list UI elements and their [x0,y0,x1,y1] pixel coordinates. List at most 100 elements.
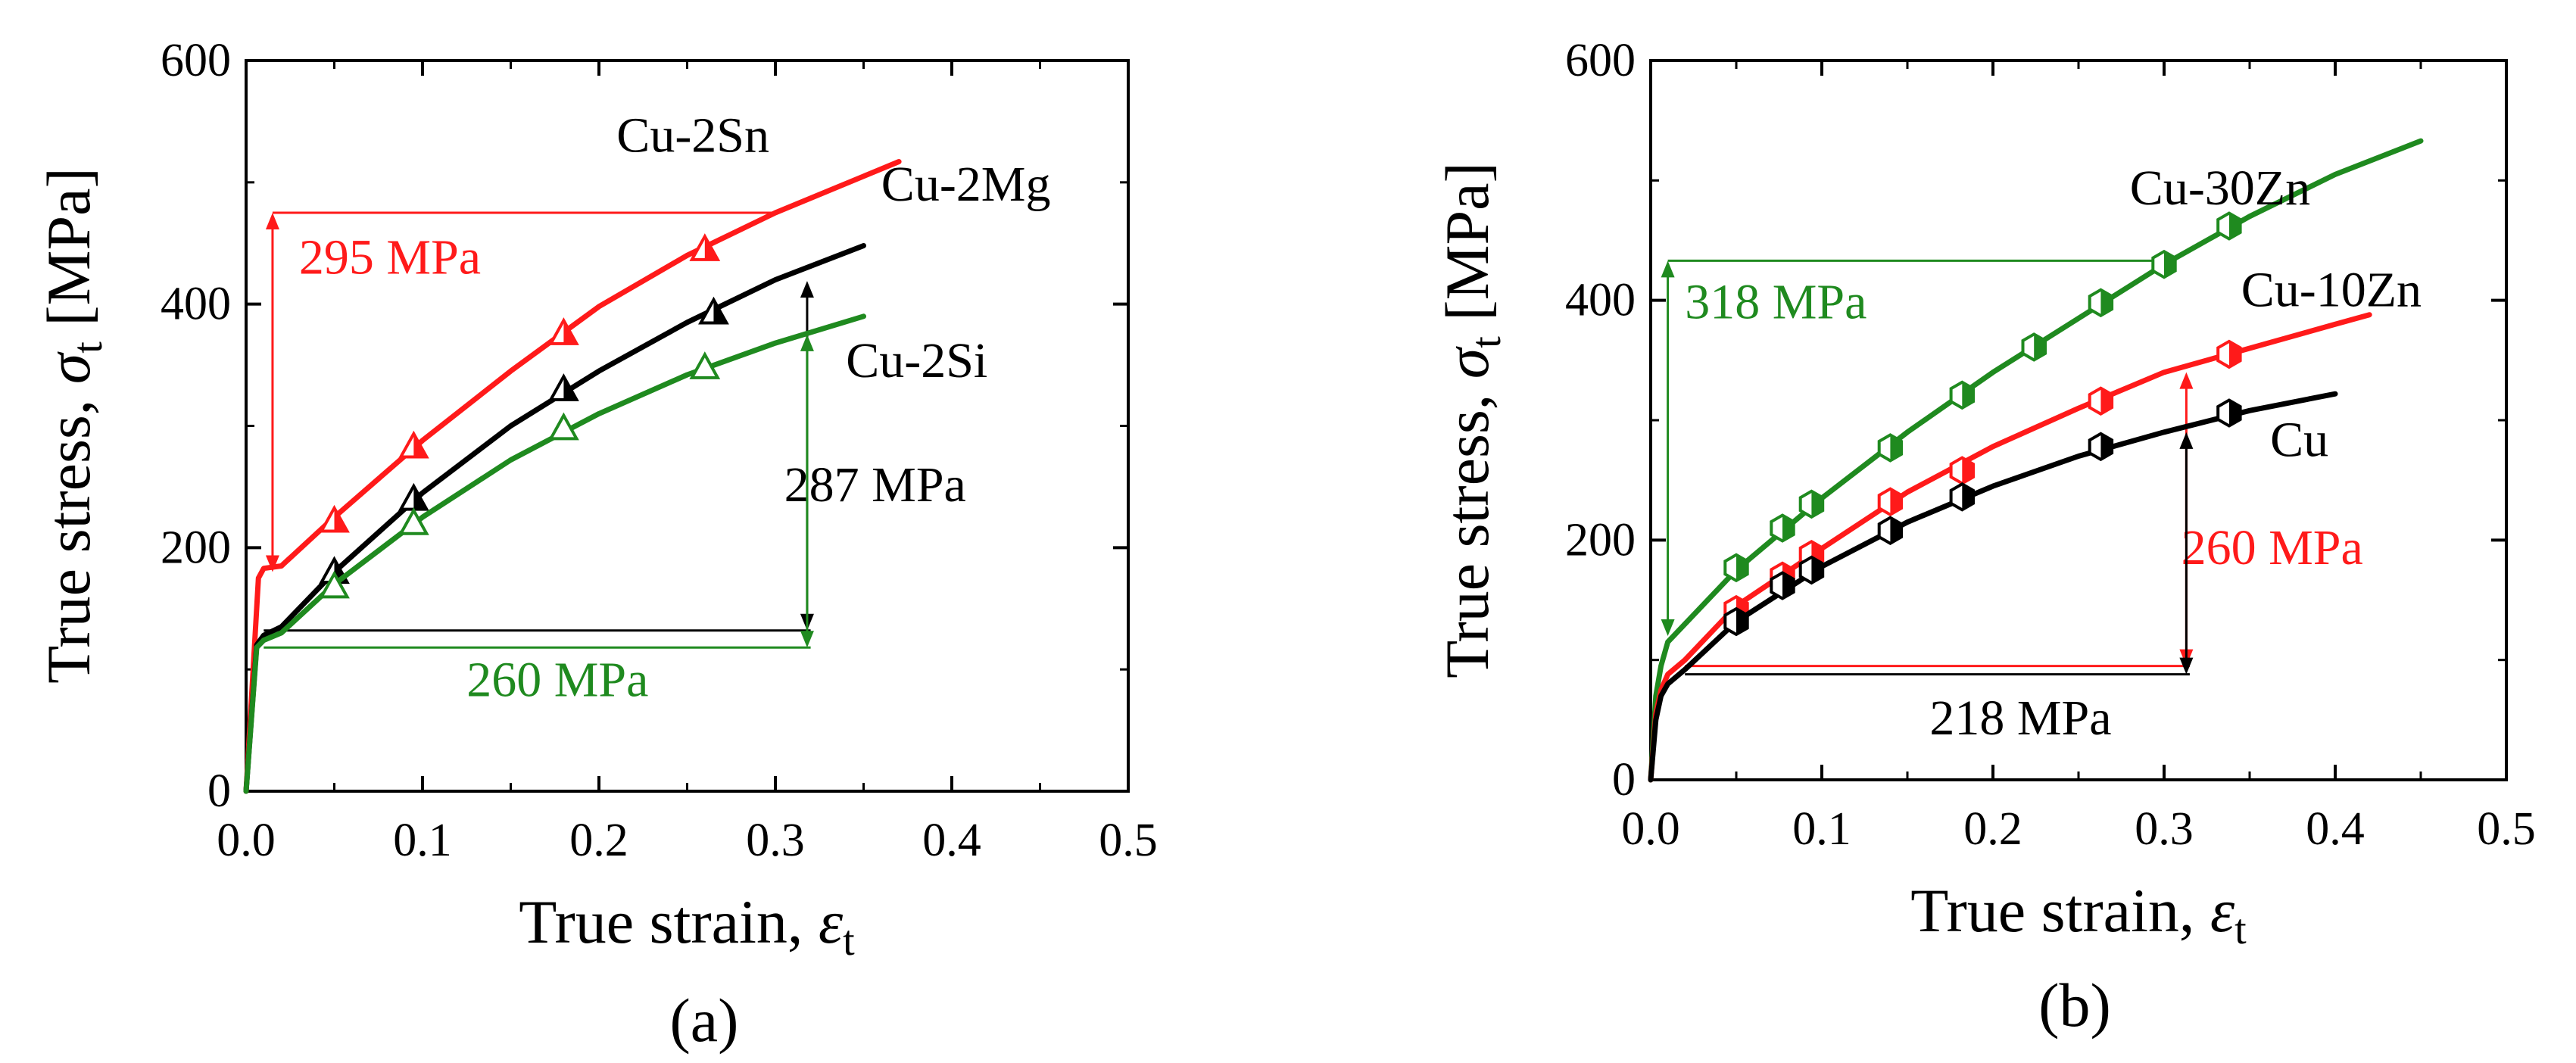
panel-a-ylabel: True stress, σt [MPa] [34,167,111,684]
panel-b-ytick-label: 600 [1565,35,1636,86]
panel-b-series-cu-marker-fill [1811,556,1823,583]
panel-a-series-cu-2si-line [243,313,866,794]
panel-a-series-cu-2sn-marker-fill [413,433,427,457]
panel-b-series-cu-30zn-marker-fill [2034,334,2045,360]
panel-b-plot-frame [1649,59,2508,781]
panel-a-series-cu-2mg-label: Cu-2Mg [881,157,1051,212]
panel-b-annotations: 318 MPa 260 MPa 218 MPa [1661,259,2363,746]
panel-b-xtick-label: 0.1 [1792,803,1851,855]
panel-a-annotation-260-mpa-2-arrow-head-down [800,631,814,648]
panel-b-series-cu-10zn: Cu-10Zn [1648,263,2422,783]
panel-b-series-cu-marker-fill [2100,433,2113,460]
panel-a-series-cu-2si-marker [398,507,429,535]
panel-b-annotation-318-mpa-0-label: 318 MPa [1685,274,1867,329]
panel-a-annotation-287-mpa-1-arrow-head-up [800,281,814,298]
panel-a-annotations: 295 MPa 287 MPa 260 MPa [264,211,966,708]
panel-b-annotation-260-mpa-1-arrow-head-up [2179,372,2194,389]
panel-b-series-cu-label: Cu [2270,413,2328,468]
panel-a-xtick-label: 0.2 [569,815,628,866]
panel-b-series-cu: Cu [1648,391,2338,783]
panel-a-xtick-label: 0.5 [1099,815,1158,866]
panel-a-annotation-260-mpa-2-arrow-head-up [800,334,814,351]
panel-b-annotation-218-mpa-2-arrow-head-up [2179,432,2194,449]
panel-b-series-cu-10zn-marker-fill [2100,388,2113,414]
panel-b-series-cu-10zn-label: Cu-10Zn [2241,263,2422,318]
panel-a-annotation-295-mpa-0-arrow-head-down [265,555,279,572]
panel-a-xtick-label: 0.3 [746,815,805,866]
panel-b-chart: 0.0 0.1 0.2 0.3 0.4 0.5 0 200 400 600 318 MPa 260 … [1433,35,2536,1040]
panel-b-annotation-218-mpa-2-label: 218 MPa [1929,690,2111,746]
panel-b-annotation-260-mpa-1: 260 MPa [1685,372,2363,668]
panel-a-xtick-label: 0.1 [393,815,452,866]
panel-a-series-cu-2mg: Cu-2Mg [243,157,1051,794]
panel-a-annotation-295-mpa-0-arrow-head-up [265,213,279,230]
panel-a-xtick-label: 0.0 [217,815,276,866]
panel-b-series-cu-10zn-marker-fill [2228,341,2241,367]
panel-a-series-cu-2sn-marker-fill [334,507,348,532]
panel-b-annotation-260-mpa-1-label: 260 MPa [2181,520,2363,575]
panel-b-series-cu-30zn-marker-fill [1811,491,1823,517]
panel-a-annotation-287-mpa-1-label: 287 MPa [784,457,966,513]
panel-a-series-cu-2mg-marker-fill [713,299,727,323]
panel-b-series-cu-30zn-label: Cu-30Zn [2130,161,2310,216]
panel-b-xtick-label: 0.0 [1621,803,1680,855]
panel-a-annotation-295-mpa-0: 295 MPa [265,211,775,572]
panel-a-series-cu-2sn-label: Cu-2Sn [616,108,769,164]
panel-a-series-cu-2si-marker [548,412,579,441]
panel-b-label: (b) [2038,971,2111,1040]
panel-b-xtick-label: 0.5 [2477,803,2536,855]
panel-b-series-cu-30zn-marker-fill [2164,251,2175,278]
panel-b-annotation-318-mpa-0-arrow-head-up [1661,260,1675,278]
panel-a-series-cu-2sn-marker-fill [563,320,577,344]
panel-b-series-cu-10zn-marker-fill [1962,457,1973,484]
panel-b-annotation-218-mpa-2: 218 MPa [1685,432,2194,746]
panel-b-ytick-label: 200 [1565,514,1636,566]
panel-a-annotation-295-mpa-0-label: 295 MPa [299,229,481,285]
panel-b-annotation-318-mpa-0: 318 MPa [1661,259,2164,636]
panel-a-ytick-label: 600 [161,35,231,86]
panel-b-series-cu-marker-fill [1962,484,1973,510]
panel-b-series-cu-30zn-marker-fill [2100,289,2113,316]
panel-a-series-cu-2sn: Cu-2Sn [243,108,902,794]
panel-a-annotation-260-mpa-2: 260 MPa [264,334,814,708]
panel-b-xtick-label: 0.3 [2135,803,2194,855]
panel-a-ytick-label: 0 [207,765,231,817]
panel-b-series-cu-30zn-marker-fill [1962,382,1973,408]
panel-a-series-cu-2si-label: Cu-2Si [846,333,987,388]
panel-b-annotation-318-mpa-0-arrow-head-down [1661,619,1675,636]
panel-a-ytick-label: 400 [161,279,231,330]
panel-a-series-cu-2mg-marker-fill [563,376,577,400]
panel-a-annotation-260-mpa-2-label: 260 MPa [466,653,648,708]
panel-a-xlabel: True strain, εt [519,887,855,965]
panel-a-series-cu-2si-marker [319,570,350,599]
panel-a-series: Cu-2Sn Cu-2Mg Cu-2Si [243,108,1051,794]
panel-b-series-cu-30zn-marker-fill [1736,554,1748,581]
panel-b-ytick-label: 0 [1612,754,1636,806]
panel-a-series-cu-2si-marker [689,351,721,379]
panel-b-series-cu-30zn: Cu-30Zn [1648,138,2424,783]
panel-b-xlabel: True strain, εt [1910,876,2247,953]
panel-a-xtick-label: 0.4 [922,815,981,866]
panel-b-ylabel: True stress, σt [MPa] [1433,162,1510,678]
panel-a-ytick-label: 200 [161,522,231,573]
panel-b-series-cu-30zn-marker-fill [1890,435,1902,461]
panel-b-xtick-label: 0.2 [1963,803,2022,855]
panel-b-xtick-label: 0.4 [2306,803,2365,855]
panel-a-label: (a) [669,986,738,1055]
panel-a-ticks: 0.0 0.1 0.2 0.3 0.4 0.5 0 200 400 600 [161,35,1158,866]
panel-b-ticks: 0.0 0.1 0.2 0.3 0.4 0.5 0 200 400 600 [1565,35,2536,855]
panel-b-series-cu-10zn-marker-fill [1890,488,1902,515]
panel-b-series-cu-marker-fill [1782,572,1794,599]
panel-b-ytick-label: 400 [1565,275,1636,326]
panel-b-series: Cu-30Zn Cu-10Zn Cu [1648,138,2424,783]
panel-b-series-cu-marker-fill [1890,517,1902,544]
panel-b-annotation-218-mpa-2-arrow-head-down [2179,657,2194,675]
panel-a-series-cu-2sn-marker-fill [704,236,718,260]
panel-b-series-cu-30zn-marker-fill [1782,515,1794,541]
panel-b-series-cu-30zn-marker-fill [2228,213,2241,239]
panel-a-series-cu-2si: Cu-2Si [243,313,987,794]
panel-a-chart: 0.0 0.1 0.2 0.3 0.4 0.5 0 200 400 600 295 MPa 287 … [34,35,1158,1055]
panel-b-series-cu-marker-fill [1736,609,1748,634]
panel-a-series-cu-2sn-line [243,159,902,794]
